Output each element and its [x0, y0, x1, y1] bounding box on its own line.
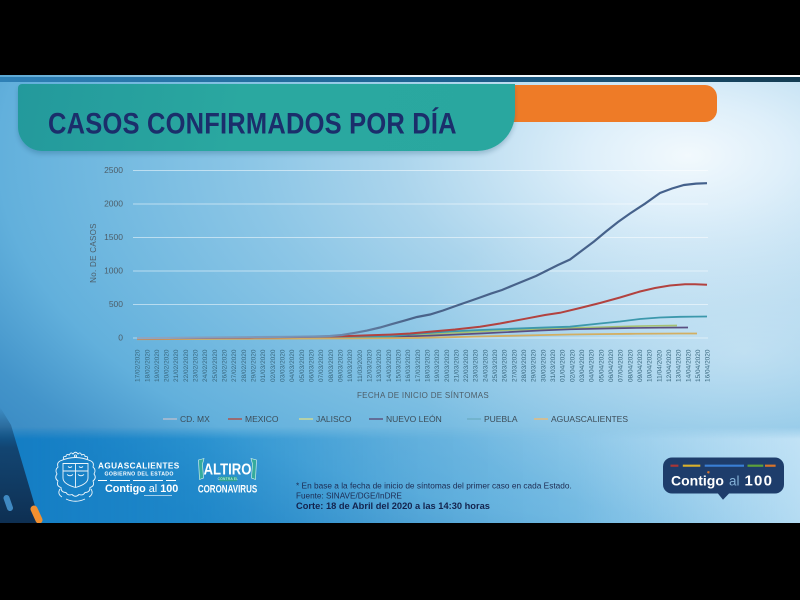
- svg-text:CORONAVIRUS: CORONAVIRUS: [198, 483, 257, 496]
- svg-text:13/03/2020: 13/03/2020: [376, 349, 383, 382]
- svg-text:17/03/2020: 17/03/2020: [415, 349, 422, 382]
- svg-text:17/02/2020: 17/02/2020: [135, 349, 142, 382]
- svg-text:06/04/2020: 06/04/2020: [608, 349, 615, 382]
- svg-text:24/02/2020: 24/02/2020: [202, 349, 209, 382]
- svg-text:CONTRA EL: CONTRA EL: [218, 477, 239, 481]
- svg-text:CD. MX: CD. MX: [180, 414, 210, 424]
- svg-text:12/04/2020: 12/04/2020: [666, 349, 673, 382]
- svg-text:07/03/2020: 07/03/2020: [318, 349, 325, 382]
- svg-text:Corte: 18 de Abril del 2020 a: Corte: 18 de Abril del 2020 a las 14:30 …: [296, 501, 490, 511]
- svg-text:19/02/2020: 19/02/2020: [154, 349, 161, 382]
- svg-text:No. DE CASOS: No. DE CASOS: [89, 223, 98, 283]
- svg-text:11/03/2020: 11/03/2020: [357, 350, 364, 382]
- svg-text:21/03/2020: 21/03/2020: [453, 349, 460, 382]
- svg-text:21/02/2020: 21/02/2020: [173, 349, 180, 382]
- svg-text:15/03/2020: 15/03/2020: [395, 349, 402, 382]
- svg-text:14/03/2020: 14/03/2020: [386, 349, 393, 382]
- svg-text:29/02/2020: 29/02/2020: [251, 349, 258, 382]
- svg-text:22/03/2020: 22/03/2020: [463, 349, 470, 382]
- svg-text:AGUASCALIENTES: AGUASCALIENTES: [551, 414, 628, 424]
- svg-text:08/03/2020: 08/03/2020: [328, 349, 335, 382]
- svg-text:01/04/2020: 01/04/2020: [560, 349, 567, 382]
- svg-text:27/03/2020: 27/03/2020: [511, 349, 518, 382]
- svg-text:PUEBLA: PUEBLA: [484, 414, 518, 424]
- svg-text:11/04/2020: 11/04/2020: [656, 350, 663, 382]
- svg-text:09/04/2020: 09/04/2020: [637, 349, 644, 382]
- svg-text:24/03/2020: 24/03/2020: [482, 349, 489, 382]
- svg-text:JALISCO: JALISCO: [316, 414, 352, 424]
- svg-text:02/03/2020: 02/03/2020: [270, 349, 277, 382]
- svg-text:1000: 1000: [104, 266, 123, 276]
- svg-text:ALTIRO: ALTIRO: [204, 461, 252, 478]
- svg-text:04/04/2020: 04/04/2020: [589, 349, 596, 382]
- svg-text:26/03/2020: 26/03/2020: [502, 349, 509, 382]
- svg-text:2500: 2500: [104, 165, 123, 175]
- svg-text:30/03/2020: 30/03/2020: [540, 349, 547, 382]
- svg-text:14/04/2020: 14/04/2020: [685, 349, 692, 382]
- svg-text:08/04/2020: 08/04/2020: [627, 349, 634, 382]
- svg-text:18/03/2020: 18/03/2020: [424, 349, 431, 382]
- svg-text:Contigo al 100: Contigo al 100: [105, 483, 178, 495]
- svg-text:15/04/2020: 15/04/2020: [695, 349, 702, 382]
- svg-text:20/03/2020: 20/03/2020: [444, 349, 451, 382]
- svg-text:13/04/2020: 13/04/2020: [676, 349, 683, 382]
- svg-text:1500: 1500: [104, 232, 123, 242]
- svg-text:22/02/2020: 22/02/2020: [183, 349, 190, 382]
- svg-text:16/04/2020: 16/04/2020: [705, 349, 712, 382]
- svg-text:10/03/2020: 10/03/2020: [347, 349, 354, 382]
- svg-text:al: al: [729, 474, 739, 489]
- svg-text:06/03/2020: 06/03/2020: [309, 349, 316, 382]
- svg-text:500: 500: [109, 299, 123, 309]
- svg-text:25/03/2020: 25/03/2020: [492, 349, 499, 382]
- svg-text:28/02/2020: 28/02/2020: [241, 349, 248, 382]
- svg-text:GOBIERNO DEL ESTADO: GOBIERNO DEL ESTADO: [105, 472, 174, 478]
- svg-text:03/03/2020: 03/03/2020: [280, 349, 287, 382]
- svg-text:10/04/2020: 10/04/2020: [647, 349, 654, 382]
- svg-text:0: 0: [118, 333, 123, 343]
- svg-text:18/02/2020: 18/02/2020: [144, 349, 151, 382]
- svg-text:29/03/2020: 29/03/2020: [531, 349, 538, 382]
- svg-text:* En base a la fecha de inicio: * En base a la fecha de inicio de síntom…: [296, 481, 572, 491]
- svg-text:23/02/2020: 23/02/2020: [193, 349, 200, 382]
- svg-text:25/02/2020: 25/02/2020: [212, 349, 219, 382]
- svg-text:07/04/2020: 07/04/2020: [618, 349, 625, 382]
- svg-text:Contigo: Contigo: [671, 473, 724, 489]
- svg-text:20/02/2020: 20/02/2020: [164, 349, 171, 382]
- svg-text:19/03/2020: 19/03/2020: [434, 349, 441, 382]
- svg-text:FECHA DE INICIO DE SÍNTOMAS: FECHA DE INICIO DE SÍNTOMAS: [357, 391, 489, 400]
- svg-text:27/02/2020: 27/02/2020: [231, 349, 238, 382]
- svg-text:31/03/2020: 31/03/2020: [550, 349, 557, 382]
- svg-text:02/04/2020: 02/04/2020: [569, 349, 576, 382]
- svg-text:05/04/2020: 05/04/2020: [598, 349, 605, 382]
- svg-text:100: 100: [745, 473, 774, 490]
- svg-text:16/03/2020: 16/03/2020: [405, 349, 412, 382]
- svg-text:12/03/2020: 12/03/2020: [367, 349, 374, 382]
- svg-text:03/04/2020: 03/04/2020: [579, 349, 586, 382]
- svg-text:NUEVO LEÓN: NUEVO LEÓN: [386, 414, 442, 424]
- svg-text:05/03/2020: 05/03/2020: [299, 349, 306, 382]
- svg-text:26/02/2020: 26/02/2020: [222, 349, 229, 382]
- svg-text:01/03/2020: 01/03/2020: [260, 349, 267, 382]
- svg-text:04/03/2020: 04/03/2020: [289, 349, 296, 382]
- svg-text:28/03/2020: 28/03/2020: [521, 349, 528, 382]
- svg-text:09/03/2020: 09/03/2020: [338, 349, 345, 382]
- svg-text:23/03/2020: 23/03/2020: [473, 349, 480, 382]
- svg-text:AGUASCALIENTES: AGUASCALIENTES: [98, 462, 180, 471]
- svg-text:Fuente: SINAVE/DGE/InDRE: Fuente: SINAVE/DGE/InDRE: [296, 492, 402, 501]
- svg-text:2000: 2000: [104, 199, 123, 209]
- svg-text:MEXICO: MEXICO: [245, 414, 279, 424]
